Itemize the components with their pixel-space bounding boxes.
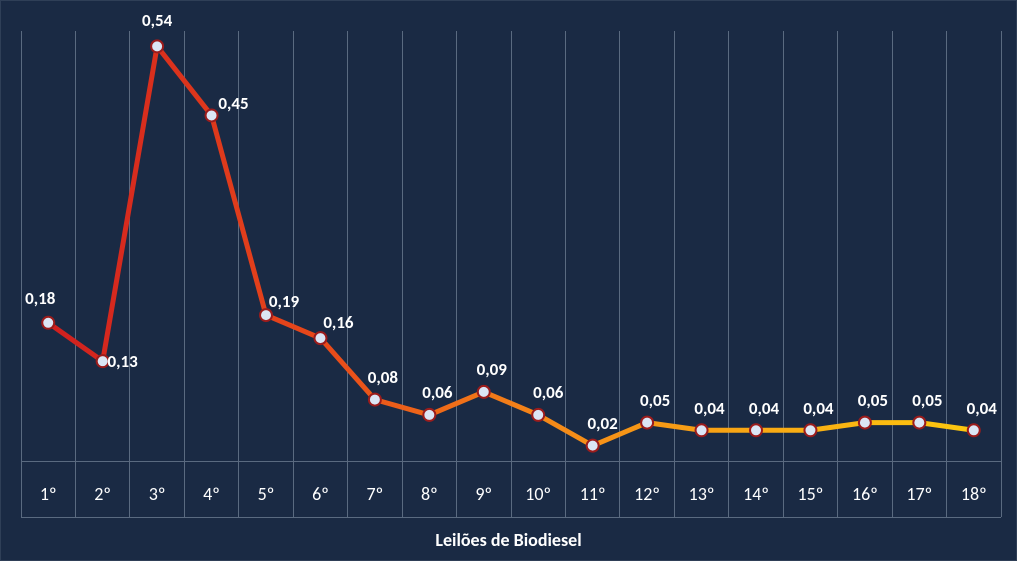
x-tick-label: 5º (258, 483, 275, 505)
x-tick-label: 8º (421, 483, 438, 505)
x-tick-label: 14º (743, 483, 769, 505)
x-tick-label: 10º (525, 483, 551, 505)
x-tick-label: 11º (580, 483, 606, 505)
data-label: 0,06 (422, 382, 452, 403)
x-tick-label: 3º (149, 483, 166, 505)
data-marker (587, 440, 599, 452)
data-marker (423, 409, 435, 421)
data-label: 0,04 (694, 398, 724, 419)
x-tick-label: 7º (367, 483, 384, 505)
data-label: 0,05 (640, 390, 670, 411)
data-label: 0,05 (912, 390, 942, 411)
data-label: 0,18 (25, 288, 55, 309)
data-label: 0,06 (533, 382, 563, 403)
x-tick-label: 17º (906, 483, 932, 505)
data-marker (968, 424, 980, 436)
data-label: 0,04 (749, 398, 779, 419)
data-label: 0,02 (588, 413, 618, 434)
data-label: 0,16 (323, 312, 353, 333)
series-line (48, 46, 974, 445)
x-tick-label: 13º (689, 483, 715, 505)
data-label: 0,09 (477, 359, 507, 380)
x-tick-label: 9º (475, 483, 492, 505)
x-tick-label: 15º (798, 483, 824, 505)
data-label: 0,04 (967, 398, 997, 419)
x-tick-label: 2º (94, 483, 111, 505)
data-marker (532, 409, 544, 421)
data-marker (42, 317, 54, 329)
data-marker (641, 417, 653, 429)
data-label: 0,13 (108, 351, 138, 372)
x-tick-label: 12º (634, 483, 660, 505)
data-label: 0,45 (218, 93, 248, 114)
data-label: 0,19 (269, 291, 299, 312)
data-marker (696, 424, 708, 436)
data-marker (151, 40, 163, 52)
data-marker (750, 424, 762, 436)
data-marker (804, 424, 816, 436)
line-series (1, 1, 1017, 561)
x-tick-label: 4º (203, 483, 220, 505)
data-marker (478, 386, 490, 398)
data-marker (314, 332, 326, 344)
x-tick-label: 18º (961, 483, 987, 505)
data-label: 0,05 (858, 390, 888, 411)
data-label: 0,04 (803, 398, 833, 419)
chart-container: Leilões de Biodiesel 0,180,130,540,450,1… (0, 0, 1017, 561)
data-label: 0,08 (368, 367, 398, 388)
x-tick-label: 6º (312, 483, 329, 505)
data-marker (206, 109, 218, 121)
data-marker (369, 394, 381, 406)
data-label: 0,54 (142, 10, 172, 31)
x-tick-label: 16º (852, 483, 878, 505)
x-tick-label: 1º (40, 483, 57, 505)
data-marker (859, 417, 871, 429)
data-marker (913, 417, 925, 429)
